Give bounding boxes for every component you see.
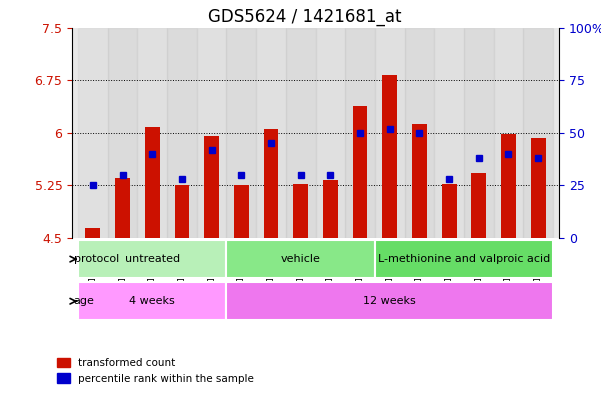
- Bar: [256, 28, 286, 238]
- Text: untreated: untreated: [124, 254, 180, 264]
- Bar: [204, 136, 219, 238]
- Bar: [316, 28, 345, 238]
- Bar: [138, 28, 167, 238]
- Bar: [382, 75, 397, 238]
- Text: L-methionine and valproic acid: L-methionine and valproic acid: [378, 254, 550, 264]
- Text: 12 weeks: 12 weeks: [364, 296, 416, 306]
- Text: GDS5624 / 1421681_at: GDS5624 / 1421681_at: [209, 8, 402, 26]
- Bar: [353, 106, 367, 238]
- Bar: [108, 28, 138, 238]
- Bar: [375, 28, 404, 238]
- Bar: [234, 185, 249, 238]
- Text: protocol: protocol: [73, 254, 119, 264]
- FancyBboxPatch shape: [375, 240, 553, 278]
- Bar: [493, 28, 523, 238]
- Text: age: age: [73, 296, 94, 306]
- Legend: transformed count, percentile rank within the sample: transformed count, percentile rank withi…: [53, 354, 258, 388]
- Bar: [78, 28, 108, 238]
- FancyBboxPatch shape: [78, 240, 227, 278]
- Text: vehicle: vehicle: [281, 254, 320, 264]
- Bar: [197, 28, 227, 238]
- Bar: [523, 28, 553, 238]
- Bar: [227, 28, 256, 238]
- Bar: [323, 180, 338, 238]
- Bar: [501, 134, 516, 238]
- FancyBboxPatch shape: [227, 240, 375, 278]
- Bar: [286, 28, 316, 238]
- Bar: [145, 127, 160, 238]
- Bar: [85, 228, 100, 238]
- Bar: [412, 124, 427, 238]
- Bar: [435, 28, 464, 238]
- Bar: [174, 185, 189, 238]
- Bar: [404, 28, 435, 238]
- Bar: [464, 28, 493, 238]
- FancyBboxPatch shape: [78, 282, 227, 320]
- Bar: [531, 138, 546, 238]
- Bar: [115, 178, 130, 238]
- FancyBboxPatch shape: [227, 282, 553, 320]
- Bar: [264, 129, 278, 238]
- Bar: [442, 184, 457, 238]
- Bar: [471, 173, 486, 238]
- Text: 4 weeks: 4 weeks: [129, 296, 175, 306]
- Bar: [345, 28, 375, 238]
- Bar: [293, 184, 308, 238]
- Bar: [167, 28, 197, 238]
